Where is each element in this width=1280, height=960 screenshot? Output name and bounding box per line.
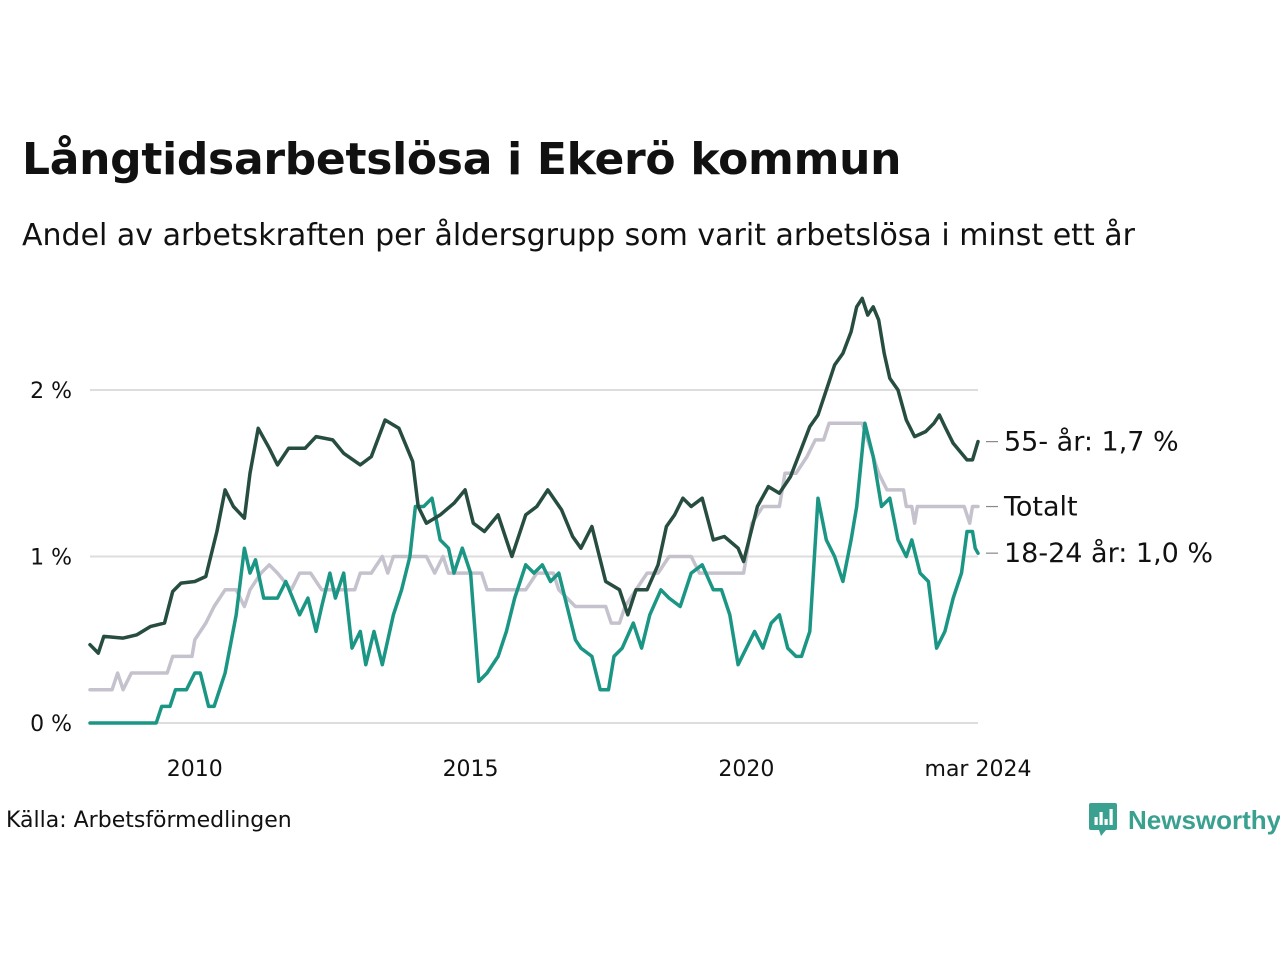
newsworthy-logo-icon [1089,803,1117,836]
y-tick-label: 0 % [30,712,72,737]
x-axis-ticks: 2010 2015 2020 mar 2024 [167,757,1032,782]
x-tick-label: 2020 [718,757,774,782]
y-axis-ticks: 0 % 1 % 2 % [30,379,72,737]
series-end-label: Totalt [1003,492,1078,523]
y-tick-label: 1 % [30,546,72,571]
series-end-label: 55- år: 1,7 % [1004,427,1179,458]
brand-logo[interactable]: Newsworthy [1088,802,1280,838]
gridlines [90,389,978,724]
y-tick-label: 2 % [30,379,72,404]
brand-name: Newsworthy [1128,804,1280,835]
chart-subtitle: Andel av arbetskraften per åldersgrupp s… [22,218,1135,253]
x-tick-label: mar 2024 [925,757,1032,782]
series-line-2 [88,421,980,725]
x-tick-label: 2010 [167,757,223,782]
source-note: Källa: Arbetsförmedlingen [6,808,292,833]
page-title: Långtidsarbetslösa i Ekerö kommun [22,134,902,185]
series-end-label: 18-24 år: 1,0 % [1004,538,1213,569]
series-line-0 [88,296,980,655]
x-tick-label: 2015 [443,757,499,782]
series-lines [88,296,980,725]
end-labels: 55- år: 1,7 % Totalt 18-24 år: 1,0 % [986,427,1213,569]
